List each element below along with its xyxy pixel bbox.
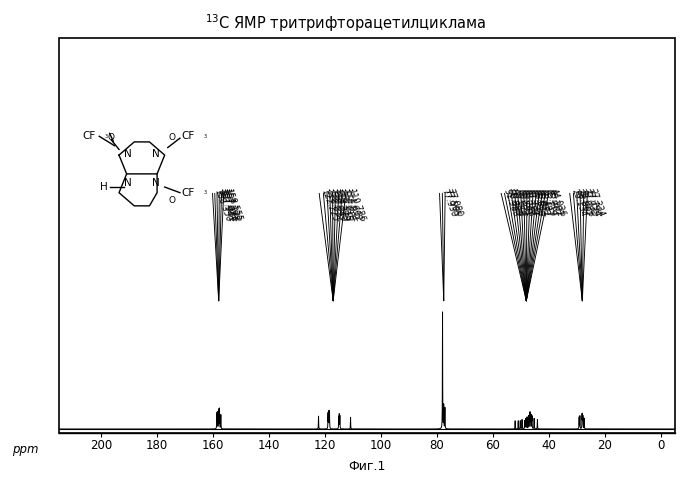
Text: O: O — [169, 133, 176, 142]
Text: 110.786: 110.786 — [346, 188, 366, 223]
Text: 157.122: 157.122 — [221, 188, 242, 223]
Text: 46.672: 46.672 — [533, 188, 552, 218]
Text: $_3$: $_3$ — [104, 132, 109, 140]
Text: 158.555: 158.555 — [224, 188, 244, 223]
Text: 45.967: 45.967 — [543, 188, 561, 218]
Text: 48.248: 48.248 — [518, 188, 536, 218]
Text: 29.134: 29.134 — [570, 188, 588, 218]
Text: 114.602: 114.602 — [342, 188, 363, 223]
Text: N: N — [152, 178, 159, 188]
Text: 51.988: 51.988 — [501, 188, 520, 218]
Text: H: H — [100, 182, 108, 192]
Text: 158.350: 158.350 — [212, 188, 233, 223]
Text: 45.202: 45.202 — [545, 188, 564, 218]
Text: 122.225: 122.225 — [319, 188, 339, 222]
Text: O: O — [169, 196, 176, 205]
Text: 157.684: 157.684 — [217, 188, 237, 223]
Text: 77.505: 77.505 — [442, 188, 461, 218]
Text: 49.523: 49.523 — [511, 188, 529, 218]
Text: 44.036: 44.036 — [549, 188, 567, 218]
Text: $_3$: $_3$ — [203, 188, 208, 197]
Text: 28.086: 28.086 — [576, 188, 595, 218]
Text: 118.415: 118.415 — [333, 188, 353, 223]
Text: 50.158: 50.158 — [508, 188, 526, 218]
Text: 28.867: 28.867 — [574, 188, 592, 218]
Text: 118.640: 118.640 — [327, 188, 347, 223]
Text: 50.889: 50.889 — [504, 188, 523, 218]
Text: 27.794: 27.794 — [584, 188, 602, 218]
Text: $_3$: $_3$ — [203, 132, 208, 140]
Text: 46.863: 46.863 — [530, 188, 549, 218]
Text: CF: CF — [181, 188, 194, 198]
Text: N: N — [152, 149, 159, 159]
Text: N: N — [125, 178, 132, 188]
Text: N: N — [125, 149, 132, 159]
Text: 77.930: 77.930 — [439, 188, 458, 218]
Text: 115.015: 115.015 — [336, 188, 356, 222]
Text: CF: CF — [181, 132, 194, 141]
Text: $^{13}$C ЯМР тритрифторацетилциклама: $^{13}$C ЯМР тритрифторацетилциклама — [206, 12, 486, 34]
Text: CF: CF — [82, 132, 95, 141]
Text: O: O — [108, 133, 115, 142]
Text: 46.119: 46.119 — [539, 188, 558, 218]
Text: 157.941: 157.941 — [215, 188, 235, 223]
Text: 118.309: 118.309 — [330, 188, 350, 223]
Text: 47.732: 47.732 — [524, 188, 543, 218]
Text: 27.935: 27.935 — [580, 188, 599, 218]
Text: 27.334: 27.334 — [588, 188, 606, 218]
Text: 77.080: 77.080 — [445, 188, 464, 218]
Text: 48.591: 48.591 — [515, 188, 533, 218]
Text: 46.487: 46.487 — [536, 188, 554, 218]
Text: 118.832: 118.832 — [323, 188, 344, 223]
Text: ppm: ppm — [12, 442, 38, 456]
Text: 157.595: 157.595 — [219, 188, 239, 223]
Text: 114.831: 114.831 — [339, 188, 359, 223]
Text: 48.107: 48.107 — [520, 188, 539, 218]
Text: 47.226: 47.226 — [527, 188, 545, 218]
Text: Фиг.1: Фиг.1 — [348, 460, 385, 473]
